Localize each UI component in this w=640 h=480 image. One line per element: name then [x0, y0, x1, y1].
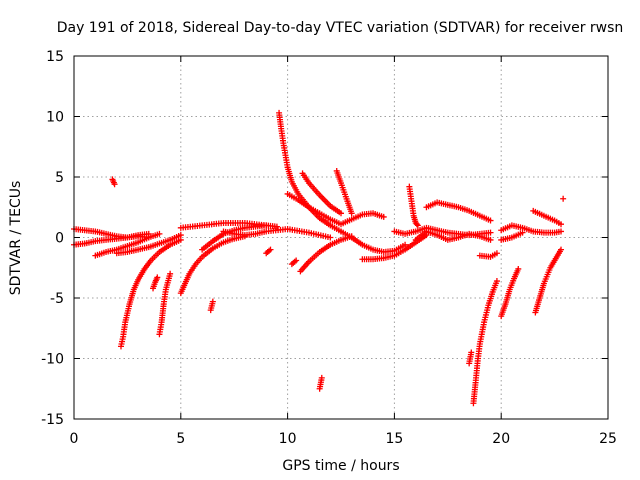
data-point [468, 349, 475, 356]
data-point [493, 250, 500, 257]
data-point [487, 229, 494, 236]
series-arc-ae [498, 265, 522, 320]
data-point [263, 222, 270, 229]
series-arc-f [117, 236, 184, 350]
series-arc-ag [498, 222, 565, 236]
chart-title: Day 191 of 2018, Sidereal Day-to-day VTE… [57, 20, 624, 36]
x-tick-label: 25 [599, 431, 617, 447]
series-arc-j [207, 298, 216, 314]
series-arc-h [156, 270, 174, 338]
series-arc-c [92, 230, 163, 259]
series-arc-m [220, 226, 334, 241]
data-point [111, 181, 118, 188]
data-point [167, 270, 174, 277]
data-point [267, 246, 274, 253]
data-point [487, 217, 494, 224]
data-point [154, 274, 161, 281]
data-point [558, 228, 565, 235]
data-point [273, 223, 280, 230]
data-point [177, 236, 184, 243]
x-tick-label: 0 [70, 431, 79, 447]
y-tick-labels: 15 10 5 0 -5 -10 -15 [41, 49, 64, 428]
data-point [327, 234, 334, 241]
y-tick-label: 15 [46, 49, 64, 65]
series-arc-x [406, 183, 421, 229]
x-tick-labels: 0 5 10 15 20 25 [70, 431, 617, 447]
data-point [318, 374, 325, 381]
data-points [71, 109, 567, 407]
data-point [413, 221, 420, 228]
data-point [558, 221, 565, 228]
data-point [156, 230, 163, 237]
series-arc-b [71, 233, 152, 248]
series-arc-aj [560, 195, 567, 202]
series-arc-ab [466, 349, 475, 367]
data-point [560, 195, 567, 202]
x-tick-label: 20 [492, 431, 510, 447]
x-tick-label: 10 [279, 431, 297, 447]
data-point [209, 298, 216, 305]
x-tick-label: 5 [176, 431, 185, 447]
plot-frame [73, 55, 609, 420]
series-arc-r [288, 257, 300, 268]
data-point [338, 210, 344, 217]
data-point [515, 265, 522, 272]
series-arc-o [276, 109, 344, 235]
data-point [414, 222, 421, 229]
series-arc-i [177, 233, 248, 297]
series-arc-y [423, 199, 494, 224]
x-tick-label: 15 [385, 431, 403, 447]
series-arc-v [338, 228, 409, 256]
series-arc-q [299, 170, 344, 217]
series-arc-u [333, 167, 355, 217]
y-tick-label: 5 [55, 170, 64, 186]
series-arc-p [284, 190, 387, 228]
y-axis-label: SDTVAR / TECUs [8, 181, 24, 296]
series-arc-aa [412, 228, 494, 243]
data-point [558, 246, 565, 253]
y-tick-label: -10 [41, 352, 64, 368]
data-point [380, 213, 387, 220]
data-point [348, 210, 355, 217]
series-arc-t [316, 374, 325, 392]
series-arc-g [150, 274, 161, 292]
data-point [493, 278, 500, 285]
series-arc-s [297, 233, 355, 275]
series-arc-ai [530, 207, 565, 228]
series-arc-ad [476, 250, 500, 260]
y-tick-label: -15 [41, 412, 64, 428]
x-axis-label: GPS time / hours [282, 458, 399, 474]
series-arc-e [109, 176, 118, 188]
series-arc-n [263, 246, 274, 257]
y-tick-label: 10 [46, 110, 64, 126]
data-point [487, 236, 494, 243]
y-tick-label: 0 [55, 231, 64, 247]
series-arc-ac [470, 278, 500, 407]
data-point [293, 257, 300, 264]
y-tick-label: -5 [50, 291, 64, 307]
series-arc-ah [532, 246, 565, 316]
series-arc-af [498, 229, 526, 243]
